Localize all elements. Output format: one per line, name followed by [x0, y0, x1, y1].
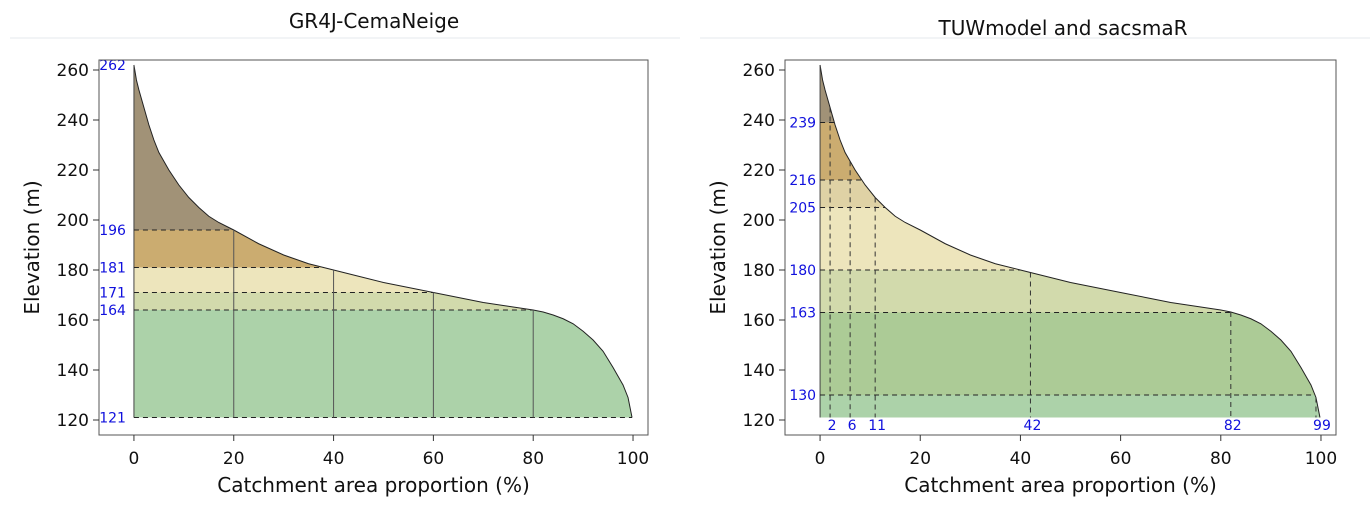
y-tick-label: 180 [57, 261, 89, 281]
x-axis-label: Catchment area proportion (%) [904, 473, 1217, 497]
chart-title: GR4J-CemaNeige [289, 9, 459, 33]
bottom-label: 2 [828, 418, 837, 434]
elevation-band [820, 122, 1320, 180]
band-label: 163 [789, 306, 816, 322]
elevation-band [820, 270, 1320, 313]
band-label: 196 [99, 223, 126, 239]
y-tick-label: 180 [743, 261, 775, 281]
elevation-band [133, 292, 633, 310]
hypsometric-curve [133, 64, 633, 418]
y-tick-label: 140 [57, 361, 89, 381]
y-tick-label: 240 [743, 111, 775, 131]
elevation-band [133, 310, 633, 418]
band-label: 181 [99, 261, 126, 277]
x-axis-label: Catchment area proportion (%) [217, 473, 530, 497]
band-label: 239 [789, 116, 816, 132]
band-label: 205 [789, 201, 816, 217]
chart-left: GR4J-CemaNeige 262 196 181 171 164 121 120 140 16… [0, 0, 690, 511]
y-tick-label: 160 [743, 311, 775, 331]
bottom-label: 99 [1313, 418, 1331, 434]
y-tick-label: 220 [743, 161, 775, 181]
band-label: 121 [99, 411, 126, 427]
x-tick-label: 60 [423, 449, 445, 469]
bottom-label: 42 [1024, 418, 1042, 434]
chart-right: TUWmodel and sacsmaR 239 216 205 180 163 130 2 6… [690, 0, 1370, 511]
x-tick-label: 20 [909, 449, 931, 469]
x-tick-label: 80 [1210, 449, 1232, 469]
chart-title: TUWmodel and sacsmaR [938, 16, 1188, 40]
elevation-bands [820, 65, 1320, 418]
y-tick-label: 160 [57, 311, 89, 331]
band-label: 180 [789, 263, 816, 279]
x-tick-label: 20 [223, 449, 245, 469]
band-label: 164 [99, 303, 126, 319]
band-label: 171 [99, 286, 126, 302]
elevation-band [820, 395, 1320, 418]
y-tick-label: 220 [57, 161, 89, 181]
band-label: 130 [789, 388, 816, 404]
band-label: 216 [789, 173, 816, 189]
y-tick-label: 260 [57, 61, 89, 81]
band-label: 262 [99, 58, 126, 74]
hypsometric-curve [819, 64, 1321, 418]
x-tick-label: 40 [323, 449, 345, 469]
x-tick-label: 0 [129, 449, 140, 469]
y-tick-label: 120 [57, 411, 89, 431]
y-axis-label: Elevation (m) [706, 180, 730, 314]
y-tick-label: 260 [743, 61, 775, 81]
plot-frame [784, 59, 1337, 436]
elevation-band [133, 267, 633, 293]
elevation-band [820, 65, 1320, 123]
elevation-bands [133, 65, 633, 418]
y-axis-label: Elevation (m) [20, 180, 44, 314]
x-tick-label: 40 [1010, 449, 1032, 469]
x-tick-label: 60 [1110, 449, 1132, 469]
y-tick-label: 140 [743, 361, 775, 381]
bottom-label: 82 [1224, 418, 1242, 434]
x-tick-label: 80 [522, 449, 544, 469]
elevation-band [133, 65, 633, 230]
y-tick-label: 200 [743, 211, 775, 231]
elevation-band [820, 180, 1320, 208]
y-tick-label: 240 [57, 111, 89, 131]
bottom-label: 6 [848, 418, 857, 434]
x-tick-label: 100 [1305, 449, 1337, 469]
x-tick-label: 0 [815, 449, 826, 469]
y-tick-label: 200 [57, 211, 89, 231]
elevation-band [133, 230, 633, 268]
elevation-band [820, 312, 1320, 395]
x-tick-label: 100 [617, 449, 649, 469]
bottom-label: 11 [868, 418, 886, 434]
y-tick-label: 120 [743, 411, 775, 431]
plot-frame [98, 59, 649, 436]
